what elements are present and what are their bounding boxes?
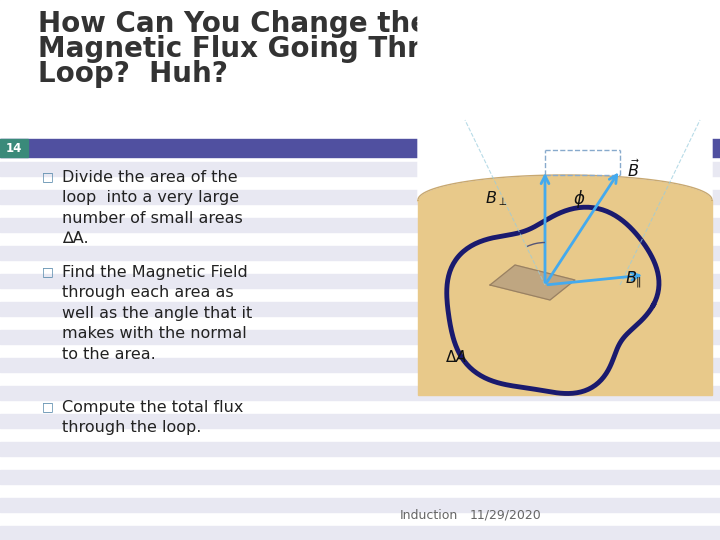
Bar <box>0 134 720 148</box>
Bar <box>0 246 720 260</box>
Text: $\Delta A$: $\Delta A$ <box>445 349 467 365</box>
Bar <box>0 78 720 92</box>
Bar <box>0 162 720 176</box>
Text: Find the Magnetic Field
through each area as
well as the angle that it
makes wit: Find the Magnetic Field through each are… <box>62 265 252 362</box>
Bar <box>0 330 720 344</box>
Text: 14: 14 <box>6 141 22 154</box>
Bar <box>0 0 720 145</box>
Text: $\phi$: $\phi$ <box>573 188 585 210</box>
Polygon shape <box>490 265 575 300</box>
Bar <box>0 22 720 36</box>
Bar <box>0 526 720 540</box>
Bar <box>0 139 28 157</box>
Bar <box>0 470 720 484</box>
Text: Magnetic Flux Going Through The: Magnetic Flux Going Through The <box>38 35 567 63</box>
Polygon shape <box>418 0 712 200</box>
Text: 11/29/2020: 11/29/2020 <box>470 509 541 522</box>
Text: How Can You Change the: How Can You Change the <box>38 10 429 38</box>
Ellipse shape <box>418 175 712 225</box>
Bar <box>0 139 720 157</box>
Bar <box>0 218 720 232</box>
Bar <box>0 190 720 204</box>
Text: □: □ <box>42 265 54 278</box>
Bar <box>0 302 720 316</box>
Text: Induction: Induction <box>400 509 458 522</box>
Text: $B_\perp$: $B_\perp$ <box>485 190 507 208</box>
Bar <box>0 106 720 120</box>
Bar <box>0 274 720 288</box>
Bar <box>0 498 720 512</box>
Text: Compute the total flux
through the loop.: Compute the total flux through the loop. <box>62 400 243 435</box>
Text: Loop?  Huh?: Loop? Huh? <box>38 60 228 88</box>
Text: $B_{\|}$: $B_{\|}$ <box>625 269 642 291</box>
Text: □: □ <box>42 400 54 413</box>
Bar <box>0 414 720 428</box>
Bar <box>0 442 720 456</box>
Bar <box>0 50 720 64</box>
Text: □: □ <box>42 170 54 183</box>
Text: Divide the area of the
loop  into a very large
number of small areas
∆A.: Divide the area of the loop into a very … <box>62 170 243 246</box>
Bar <box>418 200 712 395</box>
Text: $\vec{B}$: $\vec{B}$ <box>627 159 640 180</box>
Bar <box>0 0 720 8</box>
Bar <box>0 386 720 400</box>
Bar <box>0 358 720 372</box>
